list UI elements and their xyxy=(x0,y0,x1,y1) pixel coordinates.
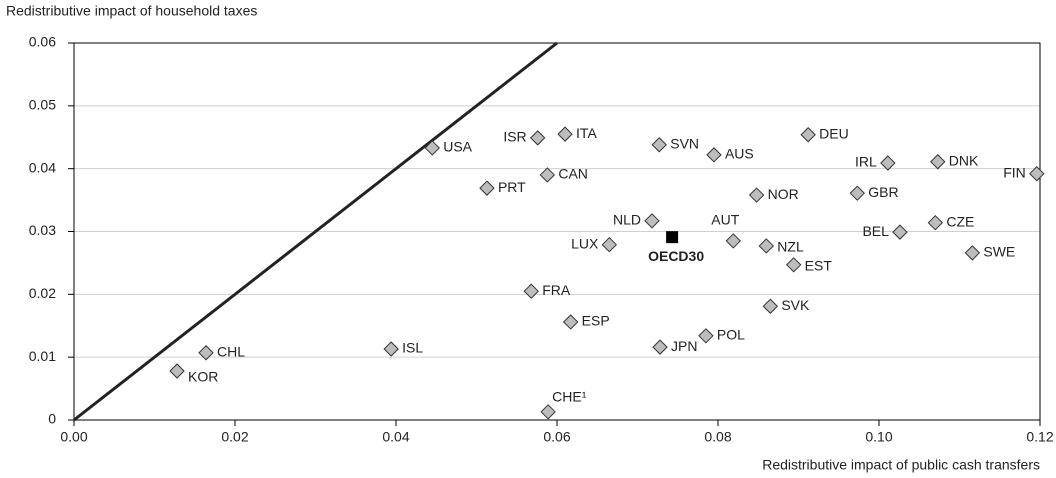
point-label: CAN xyxy=(558,166,588,182)
point-label: GBR xyxy=(868,184,898,200)
y-tick-label: 0.01 xyxy=(29,348,56,364)
point xyxy=(762,298,779,314)
point xyxy=(706,147,722,163)
x-axis-label: Redistributive impact of public cash tra… xyxy=(762,457,1040,473)
point xyxy=(785,257,802,273)
point xyxy=(930,154,946,170)
point xyxy=(892,224,908,240)
x-tick-label: 0.02 xyxy=(221,429,248,445)
point xyxy=(651,137,667,153)
point-label: AUT xyxy=(711,212,739,228)
point-label: EST xyxy=(805,258,833,274)
point-label: IRL xyxy=(855,154,877,170)
y-axis-label: Redistributive impact of household taxes xyxy=(6,3,257,19)
x-tick-label: 0.10 xyxy=(865,429,892,445)
y-tick-label: 0.02 xyxy=(29,285,56,301)
point xyxy=(523,283,539,299)
x-tick-label: 0.12 xyxy=(1026,429,1053,445)
point-label: AUS xyxy=(725,146,754,162)
point xyxy=(748,187,765,203)
y-tick-label: 0 xyxy=(48,411,56,427)
y-tick-label: 0.05 xyxy=(29,97,56,113)
x-tick-label: 0.08 xyxy=(704,429,731,445)
point xyxy=(383,341,399,357)
point xyxy=(540,404,556,420)
point xyxy=(198,345,214,361)
highlight-point xyxy=(666,231,679,244)
point xyxy=(758,238,775,254)
point-label: KOR xyxy=(188,369,218,385)
point xyxy=(652,339,668,355)
x-tick-label: 0.06 xyxy=(543,429,570,445)
point xyxy=(169,363,185,379)
point xyxy=(880,155,896,171)
point-label: SVN xyxy=(670,135,699,151)
point-label: ESP xyxy=(582,313,610,329)
point-label: DNK xyxy=(949,152,979,168)
x-tick-label: 0.04 xyxy=(382,429,409,445)
point-label: FRA xyxy=(542,282,571,298)
point-label: DEU xyxy=(819,125,849,141)
point-label: CHE¹ xyxy=(552,389,587,405)
point xyxy=(725,233,742,249)
point xyxy=(479,180,495,196)
point-label: NLD xyxy=(613,212,641,228)
point xyxy=(927,214,944,231)
point xyxy=(562,314,579,330)
point-label: ISL xyxy=(402,340,423,356)
point xyxy=(1029,165,1045,182)
y-tick-label: 0.03 xyxy=(29,222,56,238)
point-label: USA xyxy=(443,139,472,155)
point-label: CZE xyxy=(946,213,974,229)
point xyxy=(601,236,618,253)
point-label: LUX xyxy=(571,235,599,251)
point-label: POL xyxy=(717,327,745,343)
point xyxy=(800,127,816,143)
y-tick-label: 0.06 xyxy=(29,34,56,50)
point xyxy=(644,213,660,229)
point-label: ISR xyxy=(503,129,526,145)
point-label: PRT xyxy=(498,179,526,195)
point xyxy=(849,185,865,201)
point-label: NOR xyxy=(768,186,799,202)
point xyxy=(424,140,440,156)
x-tick-label: 0.00 xyxy=(60,429,87,445)
point xyxy=(964,245,981,261)
point-label: SVK xyxy=(781,297,810,313)
point xyxy=(698,328,714,344)
point-label: CHL xyxy=(217,343,245,359)
y-tick-label: 0.04 xyxy=(29,159,56,175)
reference-line xyxy=(73,41,558,422)
point xyxy=(557,126,573,142)
point-label: JPN xyxy=(671,338,697,354)
point xyxy=(539,167,556,183)
point-label: FIN xyxy=(1003,164,1026,180)
highlight-label: OECD30 xyxy=(648,248,704,264)
point-label: BEL xyxy=(862,223,889,239)
point xyxy=(529,130,546,146)
point-label: ITA xyxy=(576,125,597,141)
point-label: SWE xyxy=(983,244,1015,260)
point-label: NZL xyxy=(777,239,804,255)
